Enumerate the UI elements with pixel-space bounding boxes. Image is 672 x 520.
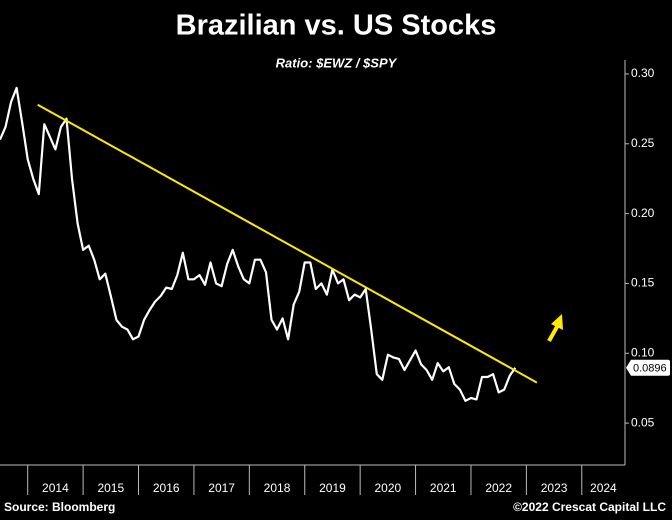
x-tick-label: 2022	[485, 481, 512, 495]
last-value-box	[626, 359, 670, 376]
x-tick-label: 2020	[375, 481, 402, 495]
source: Source: Bloomberg	[4, 500, 115, 514]
x-tick-label: 2014	[42, 481, 69, 495]
x-tick-label: 2016	[153, 481, 180, 495]
y-tick-label: 0.10	[631, 345, 655, 359]
y-tick-label: 0.20	[631, 206, 655, 220]
chart-title: Brazilian vs. US Stocks	[176, 10, 497, 42]
x-tick-label: 2023	[541, 481, 568, 495]
copyright: ©2022 Crescat Capital LLC	[513, 500, 666, 514]
x-tick-label: 2019	[319, 481, 346, 495]
last-value-label: 0.0896	[633, 363, 667, 375]
y-tick-label: 0.15	[631, 276, 655, 290]
trendline	[37, 103, 538, 384]
x-tick-label: 2017	[208, 481, 235, 495]
arrow-shaft	[547, 324, 560, 342]
x-tick-label: 2018	[264, 481, 291, 495]
arrow-head	[551, 314, 563, 330]
x-tick-label: 2015	[97, 481, 124, 495]
chart-subtitle: Ratio: $EWZ / $SPY	[276, 55, 398, 70]
x-tick-label: 2024	[590, 481, 617, 495]
ratio-line	[0, 86, 517, 402]
y-tick-label: 0.05	[631, 415, 655, 429]
y-tick-label: 0.30	[631, 66, 655, 80]
y-tick-label: 0.25	[631, 136, 655, 150]
arrow	[547, 314, 563, 342]
x-tick-label: 2021	[430, 481, 457, 495]
